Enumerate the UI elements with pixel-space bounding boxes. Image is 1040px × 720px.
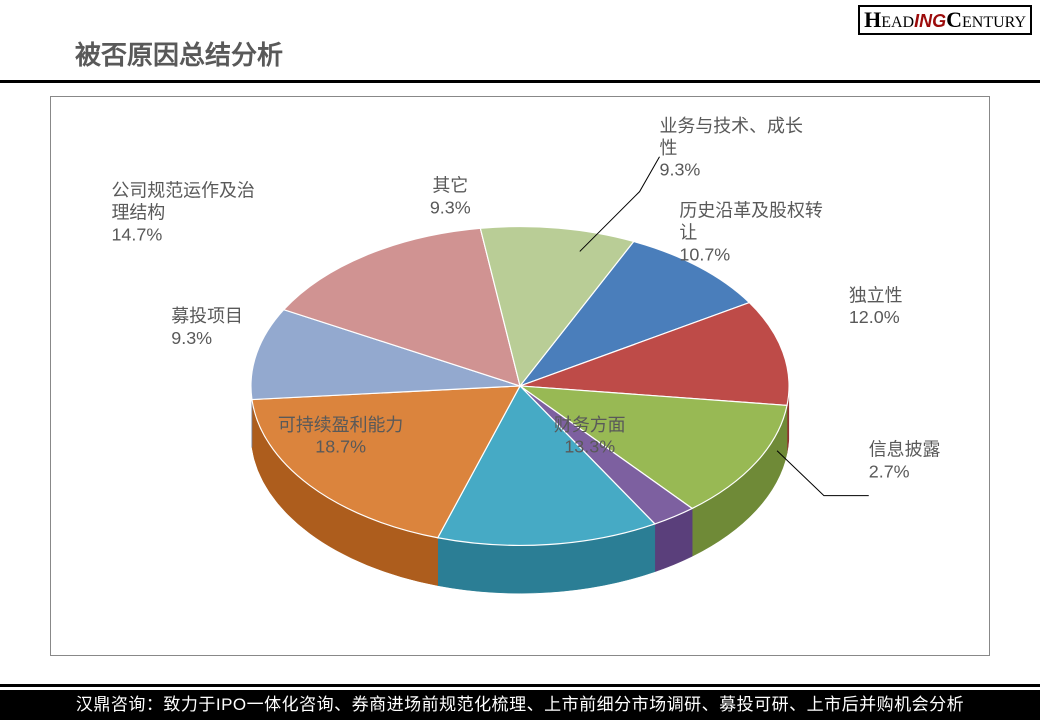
slice-label: 信息披露2.7% (869, 440, 941, 482)
page-title: 被否原因总结分析 (75, 35, 283, 72)
slice-label: 其它9.3% (430, 176, 471, 218)
pie-tops (251, 227, 789, 546)
chart-container: 业务与技术、成长性9.3% 历史沿革及股权转让10.7% 独立性12.0% 信息披露2… (50, 96, 990, 656)
slice-label: 财务方面13.3% (554, 415, 626, 457)
footer-text: 汉鼎咨询：致力于IPO一体化咨询、券商进场前规范化梳理、上市前细分市场调研、募投… (76, 695, 964, 714)
slice-label: 公司规范运作及治理结构14.7% (111, 181, 254, 245)
logo-head-rest: EAD (881, 14, 914, 31)
logo-tail-cap: C (946, 7, 962, 32)
leader-line (777, 451, 869, 496)
logo: HEADINGCENTURY (858, 5, 1032, 35)
slice-label: 募投项目9.3% (171, 306, 243, 348)
footer-bar: 汉鼎咨询：致力于IPO一体化咨询、券商进场前规范化梳理、上市前细分市场调研、募投… (0, 690, 1040, 720)
slice-label: 独立性12.0% (849, 285, 903, 327)
pie-chart: 业务与技术、成长性9.3% 历史沿革及股权转让10.7% 独立性12.0% 信息披露2… (51, 97, 989, 655)
bottom-divider (0, 684, 1040, 687)
logo-head-cap: H (864, 7, 881, 32)
logo-mid: ING (914, 11, 946, 31)
slice-label: 历史沿革及股权转让10.7% (679, 201, 822, 265)
top-divider (0, 80, 1040, 83)
logo-tail-rest: ENTURY (962, 14, 1026, 31)
slice-label: 业务与技术、成长性9.3% (660, 116, 803, 180)
